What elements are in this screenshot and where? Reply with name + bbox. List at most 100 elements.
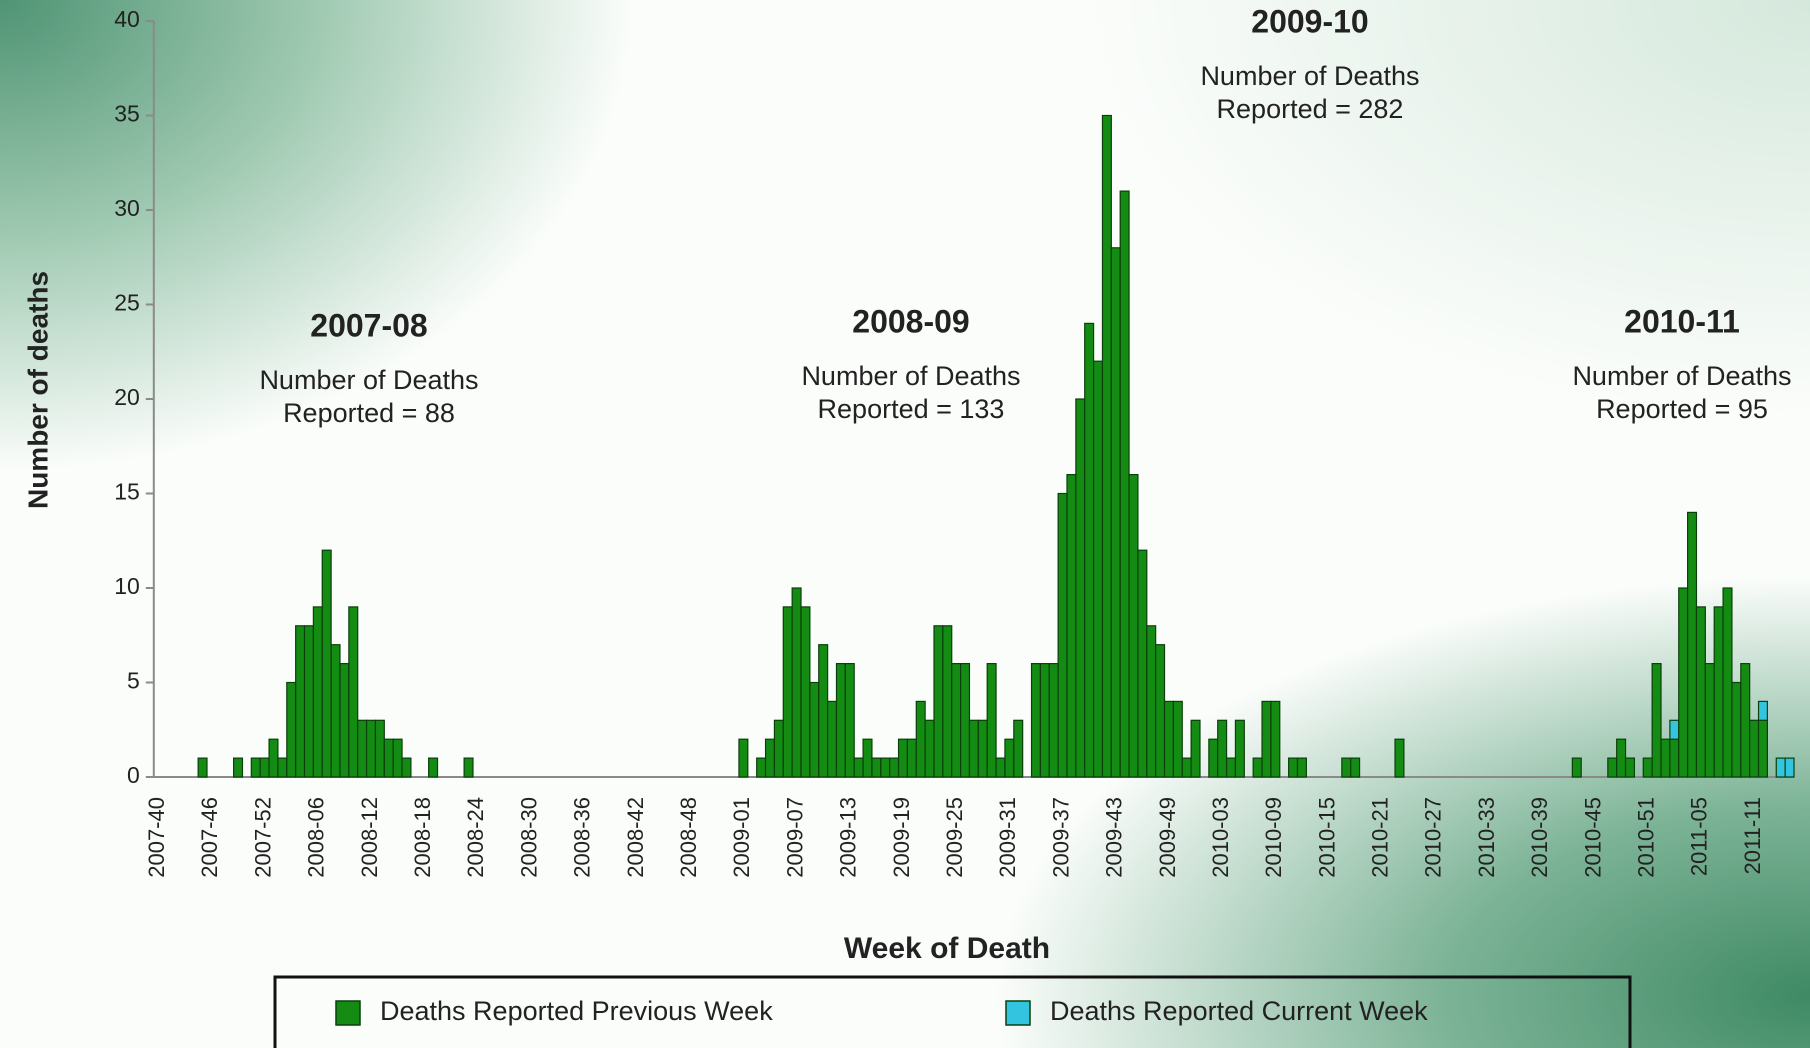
bar — [1057, 492, 1068, 778]
bar — [1642, 757, 1653, 778]
bar — [1048, 662, 1059, 778]
x-tick-label: 2010-33 — [1474, 797, 1499, 878]
bar — [1394, 738, 1405, 778]
x-tick-label: 2009-13 — [836, 797, 861, 878]
bar — [1757, 719, 1769, 778]
bar — [357, 719, 368, 778]
x-tick-label: 2008-24 — [463, 797, 488, 878]
bar — [1190, 719, 1201, 778]
x-tick-label: 2011-05 — [1687, 797, 1712, 876]
bar — [392, 738, 403, 778]
annotation-title: 2010-11 — [1624, 303, 1740, 339]
bar — [1101, 114, 1112, 778]
bar — [1731, 681, 1742, 778]
bar — [897, 738, 909, 778]
bar — [463, 757, 474, 778]
bar — [374, 719, 385, 778]
bar — [1030, 662, 1041, 778]
bar — [1146, 625, 1157, 778]
x-tick-label: 2009-19 — [889, 797, 914, 878]
x-tick-label: 2007-40 — [144, 797, 169, 878]
bar — [1704, 662, 1715, 778]
x-tick-label: 2008-12 — [357, 797, 382, 878]
x-tick-label: 2009-43 — [1102, 797, 1127, 878]
bar — [1713, 606, 1724, 778]
y-tick-label: 20 — [114, 384, 140, 410]
x-tick-label: 2009-37 — [1048, 797, 1073, 878]
bar — [1252, 757, 1263, 778]
legend-box — [273, 975, 1632, 1048]
annotation-title: 2009-10 — [1251, 3, 1368, 39]
bar — [1163, 700, 1174, 778]
annotation-title: 2008-09 — [852, 303, 969, 339]
bar — [977, 719, 988, 778]
bar — [1039, 662, 1050, 778]
bar — [880, 757, 891, 778]
bar — [1110, 247, 1121, 778]
bar — [1217, 719, 1228, 778]
bar — [197, 757, 208, 778]
bar — [933, 625, 944, 778]
bar — [862, 738, 873, 778]
bar — [1341, 757, 1352, 778]
y-tick-label: 25 — [114, 290, 140, 316]
x-tick-label: 2010-03 — [1208, 797, 1233, 878]
bar — [1084, 322, 1095, 778]
bar — [800, 606, 811, 778]
x-tick-label: 2009-01 — [729, 797, 754, 878]
x-tick-label: 2011-11 — [1740, 797, 1765, 874]
bar — [764, 738, 776, 778]
bar — [1749, 719, 1760, 778]
bar — [1757, 700, 1769, 721]
bar — [968, 719, 979, 778]
bar — [365, 719, 377, 778]
legend-swatch — [1005, 1000, 1031, 1026]
bar — [303, 625, 314, 778]
bar — [330, 644, 341, 778]
bar — [277, 757, 288, 778]
bar — [1137, 549, 1148, 778]
bar — [827, 700, 838, 778]
bar — [1616, 738, 1627, 778]
bar — [809, 681, 820, 778]
x-tick-label: 2008-36 — [570, 797, 595, 878]
bar — [1270, 700, 1281, 778]
bar — [1624, 757, 1636, 778]
bar — [259, 757, 270, 778]
annotation-text: Reported = 282 — [1217, 94, 1404, 124]
x-tick-label: 2010-15 — [1314, 797, 1339, 878]
bar — [1607, 757, 1618, 778]
bar — [1669, 719, 1680, 740]
bar — [782, 606, 793, 778]
bar — [1722, 587, 1733, 778]
bar — [1740, 662, 1751, 778]
bar — [1075, 398, 1086, 778]
x-tick-label: 2010-39 — [1527, 797, 1552, 878]
bar — [286, 681, 297, 778]
bar — [1208, 738, 1219, 778]
x-tick-label: 2008-48 — [676, 797, 701, 878]
legend-label: Deaths Reported Previous Week — [380, 996, 773, 1026]
bar — [844, 662, 855, 778]
bar — [1784, 757, 1795, 778]
bar — [1155, 644, 1166, 778]
bar — [348, 606, 359, 778]
bar — [995, 757, 1006, 778]
bar — [428, 757, 439, 778]
annotation-title: 2007-08 — [310, 307, 427, 343]
bar — [312, 606, 323, 778]
x-tick-label: 2009-25 — [942, 797, 967, 878]
y-tick-label: 15 — [114, 479, 140, 505]
bar — [738, 738, 749, 778]
legend-label: Deaths Reported Current Week — [1050, 996, 1428, 1026]
bar — [1004, 738, 1015, 778]
x-tick-label: 2008-30 — [516, 797, 541, 878]
y-tick-label: 10 — [114, 573, 140, 599]
bar — [1695, 606, 1706, 778]
bar — [1261, 700, 1272, 778]
bar — [1350, 757, 1361, 778]
bar — [1678, 587, 1689, 778]
annotation-text: Number of Deaths — [259, 365, 478, 395]
bar — [383, 738, 394, 778]
